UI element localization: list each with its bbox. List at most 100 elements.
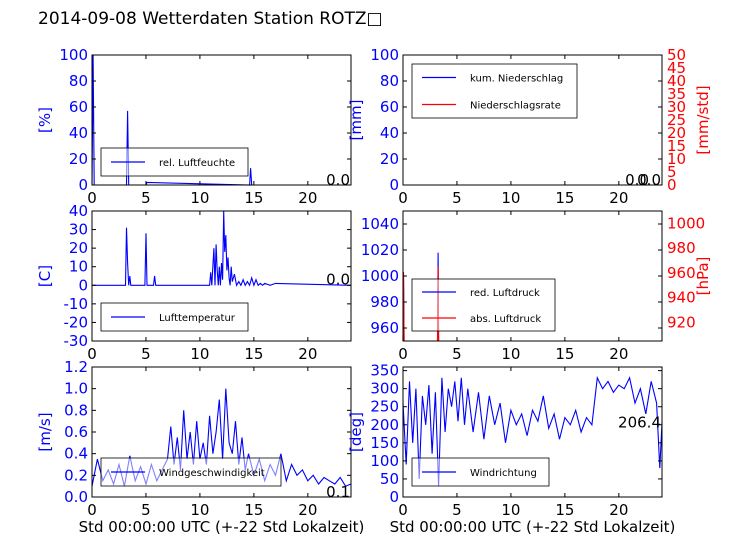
y2-tick-label: 960 [667, 264, 696, 282]
y-tick-label: 20 [69, 150, 88, 168]
legend-box [411, 63, 578, 119]
axes-frame [402, 54, 663, 186]
y-tick-label: 10 [69, 258, 88, 276]
y-tick-label: 20 [380, 150, 399, 168]
y-tick-label: 0.4 [64, 445, 88, 463]
legend-box [411, 278, 556, 332]
y-tick-label: 0 [78, 176, 88, 194]
legend-label: Windgeschwindigkeit [159, 468, 265, 479]
y2-tick-label: 940 [667, 289, 696, 307]
y-tick-label: -10 [64, 295, 89, 313]
y-tick-label: 200 [370, 416, 399, 434]
y-tick-label: 50 [380, 470, 399, 488]
axes-frame [402, 366, 663, 498]
y-tick-label: 300 [370, 380, 399, 398]
y-tick-label: 30 [69, 221, 88, 239]
x-tick-label: 10 [190, 189, 209, 207]
x-tick-label: 15 [555, 189, 574, 207]
axes-frame [91, 210, 352, 342]
x-tick-label: 0 [87, 345, 97, 363]
axes-frame [91, 54, 352, 186]
y-axis-label: [%] [36, 107, 54, 133]
y-axis-label: [C] [36, 265, 54, 287]
legend-label: kum. Niederschlag [470, 74, 563, 85]
x-tick-label: 5 [141, 189, 151, 207]
y2-tick-label: 980 [667, 239, 696, 257]
x-tick-label: 20 [609, 345, 628, 363]
y2-tick-label: 50 [667, 46, 686, 64]
y-tick-label: 40 [69, 124, 88, 142]
current-value-2: 0.0 [625, 171, 649, 189]
x-tick-label: 0 [398, 501, 408, 519]
legend-label: Lufttemperatur [159, 313, 236, 324]
y-tick-label: 0.2 [64, 466, 88, 484]
y2-axis-label: [mm/std] [694, 85, 712, 154]
series-line-left-0 [402, 375, 663, 487]
chart-pressure: 0 5 10 15 20 960 980 1000 1020 1040 920 940 960 980 10… [361, 210, 712, 363]
x-tick-label: 20 [298, 189, 317, 207]
current-value: 0.0 [637, 171, 661, 189]
legend-label: Niederschlagsrate [470, 101, 561, 112]
y-tick-label: 250 [370, 398, 399, 416]
y2-tick-label: 35 [667, 85, 686, 103]
legend-label: Windrichtung [470, 468, 537, 479]
y-tick-label: 1000 [361, 267, 399, 285]
x-tick-label: 15 [244, 345, 263, 363]
chart-temperature: 0 5 10 15 20-30-20-10010203040[C]Lufttempera… [36, 202, 352, 363]
legend-label: red. Luftdruck [470, 288, 540, 299]
x-tick-label: 0 [87, 189, 97, 207]
y2-tick-label: 25 [667, 111, 686, 129]
x-tick-label: 20 [298, 501, 317, 519]
y-tick-label: 1020 [361, 241, 399, 259]
y-tick-label: -20 [64, 313, 89, 331]
x-tick-label: 15 [244, 189, 263, 207]
y-tick-label: 0.6 [64, 423, 88, 441]
y2-tick-label: 5 [667, 163, 677, 181]
x-tick-label: 20 [609, 189, 628, 207]
page-title: 2014-09-08 Wetterdaten Station ROTZ□ [38, 9, 383, 29]
x-tick-label: 5 [452, 189, 462, 207]
current-value: 206.4 [618, 414, 661, 432]
y2-tick-label: 45 [667, 59, 686, 77]
x-tick-label: 5 [452, 345, 462, 363]
chart-humidity: 0 5 10 15 20 0 20 40 60 80 100 [%] rel. Luftfeuchte 0… [36, 46, 352, 207]
current-value: 0.1 [326, 483, 350, 501]
y-tick-label: 60 [69, 98, 88, 116]
x-axis-label: Std 00:00:00 UTC (+-22 Std Lokalzeit) [390, 518, 676, 536]
y-tick-label: 1.2 [64, 358, 88, 376]
x-tick-label: 20 [298, 345, 317, 363]
y2-tick-label: 30 [667, 98, 686, 116]
y-tick-label: 960 [370, 319, 399, 337]
chart-wind_speed: 0 5 10 15 20 0.0 0.2 0.4 0.6 0.8 1.0 1.2 [m/s] Std 00… [36, 358, 364, 536]
y-tick-label: 100 [370, 46, 399, 64]
y-axis-label: [mm] [347, 100, 365, 141]
x-tick-label: 15 [555, 501, 574, 519]
y-tick-label: 20 [69, 239, 88, 257]
y-axis-label: [deg] [347, 412, 365, 452]
x-tick-label: 5 [452, 501, 462, 519]
y-tick-label: 100 [59, 46, 88, 64]
y-tick-label: 1040 [361, 215, 399, 233]
y2-tick-label: 0 [667, 176, 677, 194]
y-tick-label: 1.0 [64, 380, 88, 398]
x-tick-label: 10 [501, 501, 520, 519]
y-tick-label: 60 [380, 98, 399, 116]
y-tick-label: 40 [380, 124, 399, 142]
y-tick-label: 40 [69, 202, 88, 220]
current-value: 0.0 [326, 171, 350, 189]
legend-label: rel. Luftfeuchte [159, 158, 235, 169]
y2-tick-label: 920 [667, 313, 696, 331]
x-tick-label: 5 [141, 501, 151, 519]
y-tick-label: 350 [370, 362, 399, 380]
x-tick-label: 10 [501, 189, 520, 207]
y-tick-label: 0.0 [64, 488, 88, 506]
y-tick-label: 0 [389, 488, 399, 506]
y2-axis-label: [hPa] [694, 257, 712, 296]
y2-tick-label: 1000 [667, 214, 705, 232]
y-tick-label: 0 [78, 276, 88, 294]
x-tick-label: 20 [609, 501, 628, 519]
y-tick-label: -30 [64, 332, 89, 350]
y-tick-label: 0.8 [64, 401, 88, 419]
